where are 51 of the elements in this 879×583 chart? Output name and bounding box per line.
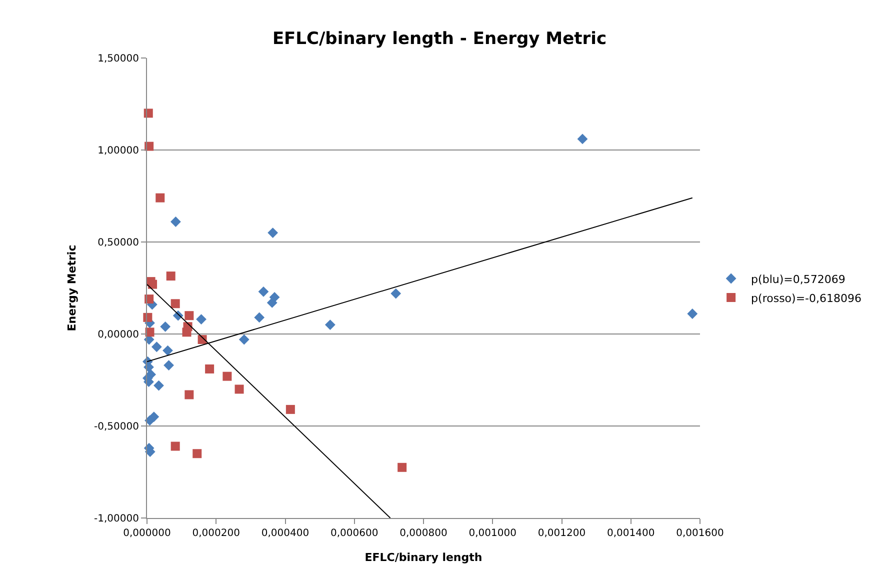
point — [234, 384, 244, 394]
x-tick-label: 0,000800 — [400, 528, 448, 539]
point — [154, 380, 164, 391]
chart-title: EFLC/binary length - Energy Metric — [272, 28, 607, 49]
point — [222, 372, 232, 381]
point — [577, 134, 588, 144]
point — [286, 404, 295, 414]
point — [184, 311, 194, 320]
y-tick-label: -1,00000 — [94, 514, 139, 524]
point — [266, 298, 278, 308]
y-tick-label: -0,50000 — [94, 422, 139, 432]
x-tick-label: 0,001400 — [607, 528, 655, 539]
point — [170, 299, 180, 308]
x-axis-title: EFLC/binary length — [364, 551, 482, 564]
point — [182, 328, 192, 337]
point — [324, 320, 336, 330]
x-tick-label: 0,000400 — [261, 528, 310, 539]
legend-label: p(blu)=0,572069 — [751, 272, 846, 286]
point — [162, 345, 173, 356]
point — [268, 228, 278, 238]
point — [205, 364, 214, 374]
x-tick-label: 0,000000 — [123, 528, 171, 539]
point — [184, 390, 194, 400]
point — [164, 360, 174, 370]
point — [192, 449, 202, 458]
y-tick-label: 1,00000 — [98, 146, 139, 156]
point — [238, 334, 250, 345]
x-tick-label: 0,001000 — [468, 528, 516, 539]
point — [151, 342, 162, 352]
x-tick-label: 0,000600 — [330, 528, 378, 539]
point — [196, 314, 206, 324]
point — [160, 321, 171, 332]
point — [170, 216, 181, 227]
point — [166, 272, 176, 281]
point — [148, 280, 158, 289]
point — [254, 312, 265, 323]
x-tick-label: 0,001200 — [538, 528, 586, 539]
point — [148, 412, 160, 422]
point — [390, 288, 402, 299]
point — [170, 442, 180, 451]
point — [398, 462, 407, 472]
point — [156, 193, 165, 202]
x-tick-label: 0,000200 — [192, 528, 240, 539]
y-tick-label: 1,50000 — [98, 54, 139, 64]
y-tick-label: 0,50000 — [98, 238, 139, 248]
point — [258, 286, 269, 297]
y-tick-label: 0,00000 — [98, 330, 139, 340]
x-tick-label: 0,001600 — [676, 528, 724, 539]
legend-label: p(rosso)=-0,618096 — [751, 292, 862, 305]
point — [687, 308, 698, 319]
y-axis-title: Energy Metric — [66, 244, 79, 332]
